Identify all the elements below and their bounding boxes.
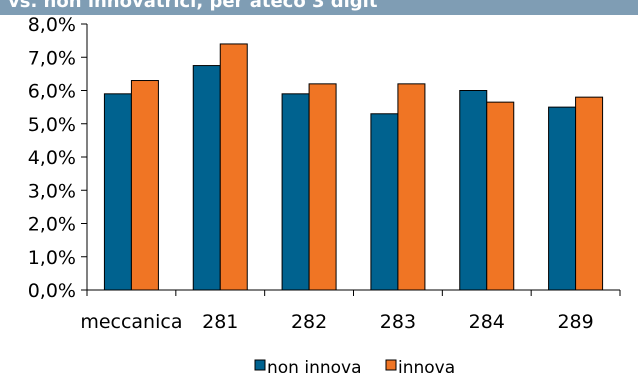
chart-title-banner: vs. non innovatrici, per ateco 3 digit: [0, 0, 638, 15]
bar-innova-283: [397, 83, 426, 291]
x-tick-label: 289: [557, 311, 593, 333]
bar-innova-281: [219, 43, 248, 291]
x-tick-label: 282: [291, 311, 327, 333]
x-tick-label: 283: [380, 311, 416, 333]
x-tick-label: 281: [202, 311, 238, 333]
y-tick-label: 6,0%: [28, 81, 76, 103]
y-tick-label: 5,0%: [28, 114, 76, 136]
y-tick-label: 8,0%: [28, 14, 76, 36]
bar-non-innova-289: [548, 106, 577, 291]
x-tick-label: 284: [469, 311, 505, 333]
y-tick-label: 1,0%: [28, 247, 76, 269]
legend-swatch-non-innova: [254, 359, 266, 371]
y-tick-label: 7,0%: [28, 47, 76, 69]
y-tick-label: 2,0%: [28, 214, 76, 236]
x-axis-tick-labels: meccanica 281 282 283 284 289: [80, 311, 593, 333]
bar-innova-284: [486, 101, 515, 291]
banner-text: vs. non innovatrici, per ateco 3 digit: [8, 0, 378, 12]
bar-innova-282: [308, 83, 337, 291]
legend-swatch-innova: [385, 359, 397, 371]
bar-series: [103, 43, 604, 291]
bar-non-innova-281: [192, 65, 221, 291]
y-axis-tick-labels: 0,0% 1,0% 2,0% 3,0% 4,0% 5,0% 6,0% 7,0% 8,0%: [28, 14, 76, 302]
bar-non-innova-282: [281, 93, 310, 291]
legend-label-non-innova: non innova: [267, 358, 362, 374]
y-tick-label: 4,0%: [28, 147, 76, 169]
chart-axes: [81, 23, 621, 296]
y-tick-label: 0,0%: [28, 280, 76, 302]
bar-non-innova-meccanica: [103, 93, 132, 291]
bar-innova-meccanica: [130, 80, 159, 291]
legend: non innova innova: [254, 358, 455, 374]
bar-non-innova-283: [370, 113, 399, 291]
x-tick-label: meccanica: [80, 311, 182, 333]
bar-innova-289: [575, 96, 604, 291]
legend-label-innova: innova: [398, 358, 455, 374]
bar-non-innova-284: [459, 90, 488, 291]
y-tick-label: 3,0%: [28, 180, 76, 202]
